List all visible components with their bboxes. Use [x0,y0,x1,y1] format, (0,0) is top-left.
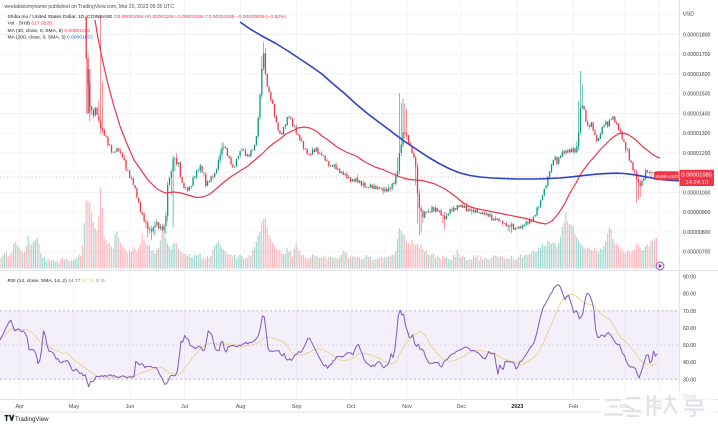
svg-text:Shiba Inu / United States Doll: Shiba Inu / United States Dollar, 1D, CO… [8,14,287,20]
svg-text:30.00: 30.00 [683,377,696,383]
svg-text:Dec: Dec [457,404,467,410]
svg-text:0.00001300: 0.00001300 [683,131,711,137]
svg-text:40.00: 40.00 [683,360,696,366]
svg-text:MA (30, close, 0, SMA, 5) 0.00: MA (30, close, 0, SMA, 5) 0.00001193 [8,28,91,34]
svg-text:0.00000700: 0.00000700 [683,250,711,256]
svg-text:0.00001600: 0.00001600 [683,72,711,78]
svg-text:50.00: 50.00 [683,343,696,349]
svg-text:0.00001085: 0.00001085 [681,173,712,179]
svg-text:0.00001700: 0.00001700 [683,52,711,58]
svg-text:SHIB-USD: SHIB-USD [655,174,678,180]
svg-text:Feb: Feb [569,404,578,410]
svg-text:Oct: Oct [347,404,356,410]
svg-text:Aug: Aug [236,404,246,410]
svg-text:TradingView: TradingView [15,416,49,423]
svg-text:0.00001500: 0.00001500 [683,92,711,98]
svg-text:0.00000800: 0.00000800 [683,230,711,236]
svg-text:USD: USD [683,12,694,18]
svg-text:2023: 2023 [511,404,523,410]
svg-text:Apr: Apr [16,404,25,410]
svg-text:Jun: Jun [126,404,135,410]
svg-text:Sep: Sep [292,404,302,410]
svg-text:Jul: Jul [181,404,188,410]
svg-text:70.00: 70.00 [683,309,696,315]
svg-text:May: May [69,404,79,410]
svg-text:0.00001800: 0.00001800 [683,33,711,39]
svg-text:RSI (14, close, SMA, 14, 2) 44: RSI (14, close, SMA, 14, 2) 44.77 40.75 … [8,278,105,284]
svg-text:0.00001200: 0.00001200 [683,151,711,157]
svg-text:60.00: 60.00 [683,326,696,332]
svg-text:Nov: Nov [402,404,412,410]
svg-text:MA (200, close, 0, SMA, 5) 0.0: MA (200, close, 0, SMA, 5) 0.00001072 [8,34,94,40]
svg-text:80.00: 80.00 [683,292,696,298]
svg-text:Vol · SHIB 617.952B: Vol · SHIB 617.952B [8,20,53,26]
svg-text:0.00001400: 0.00001400 [683,112,711,118]
svg-text:14:24:10: 14:24:10 [685,180,708,186]
svg-text:90.00: 90.00 [683,275,696,281]
svg-text:0.00000900: 0.00000900 [683,210,711,216]
svg-text:0.00001000: 0.00001000 [683,191,711,197]
svg-text:weetabixismyname published on: weetabixismyname published on TradingVie… [5,4,175,10]
